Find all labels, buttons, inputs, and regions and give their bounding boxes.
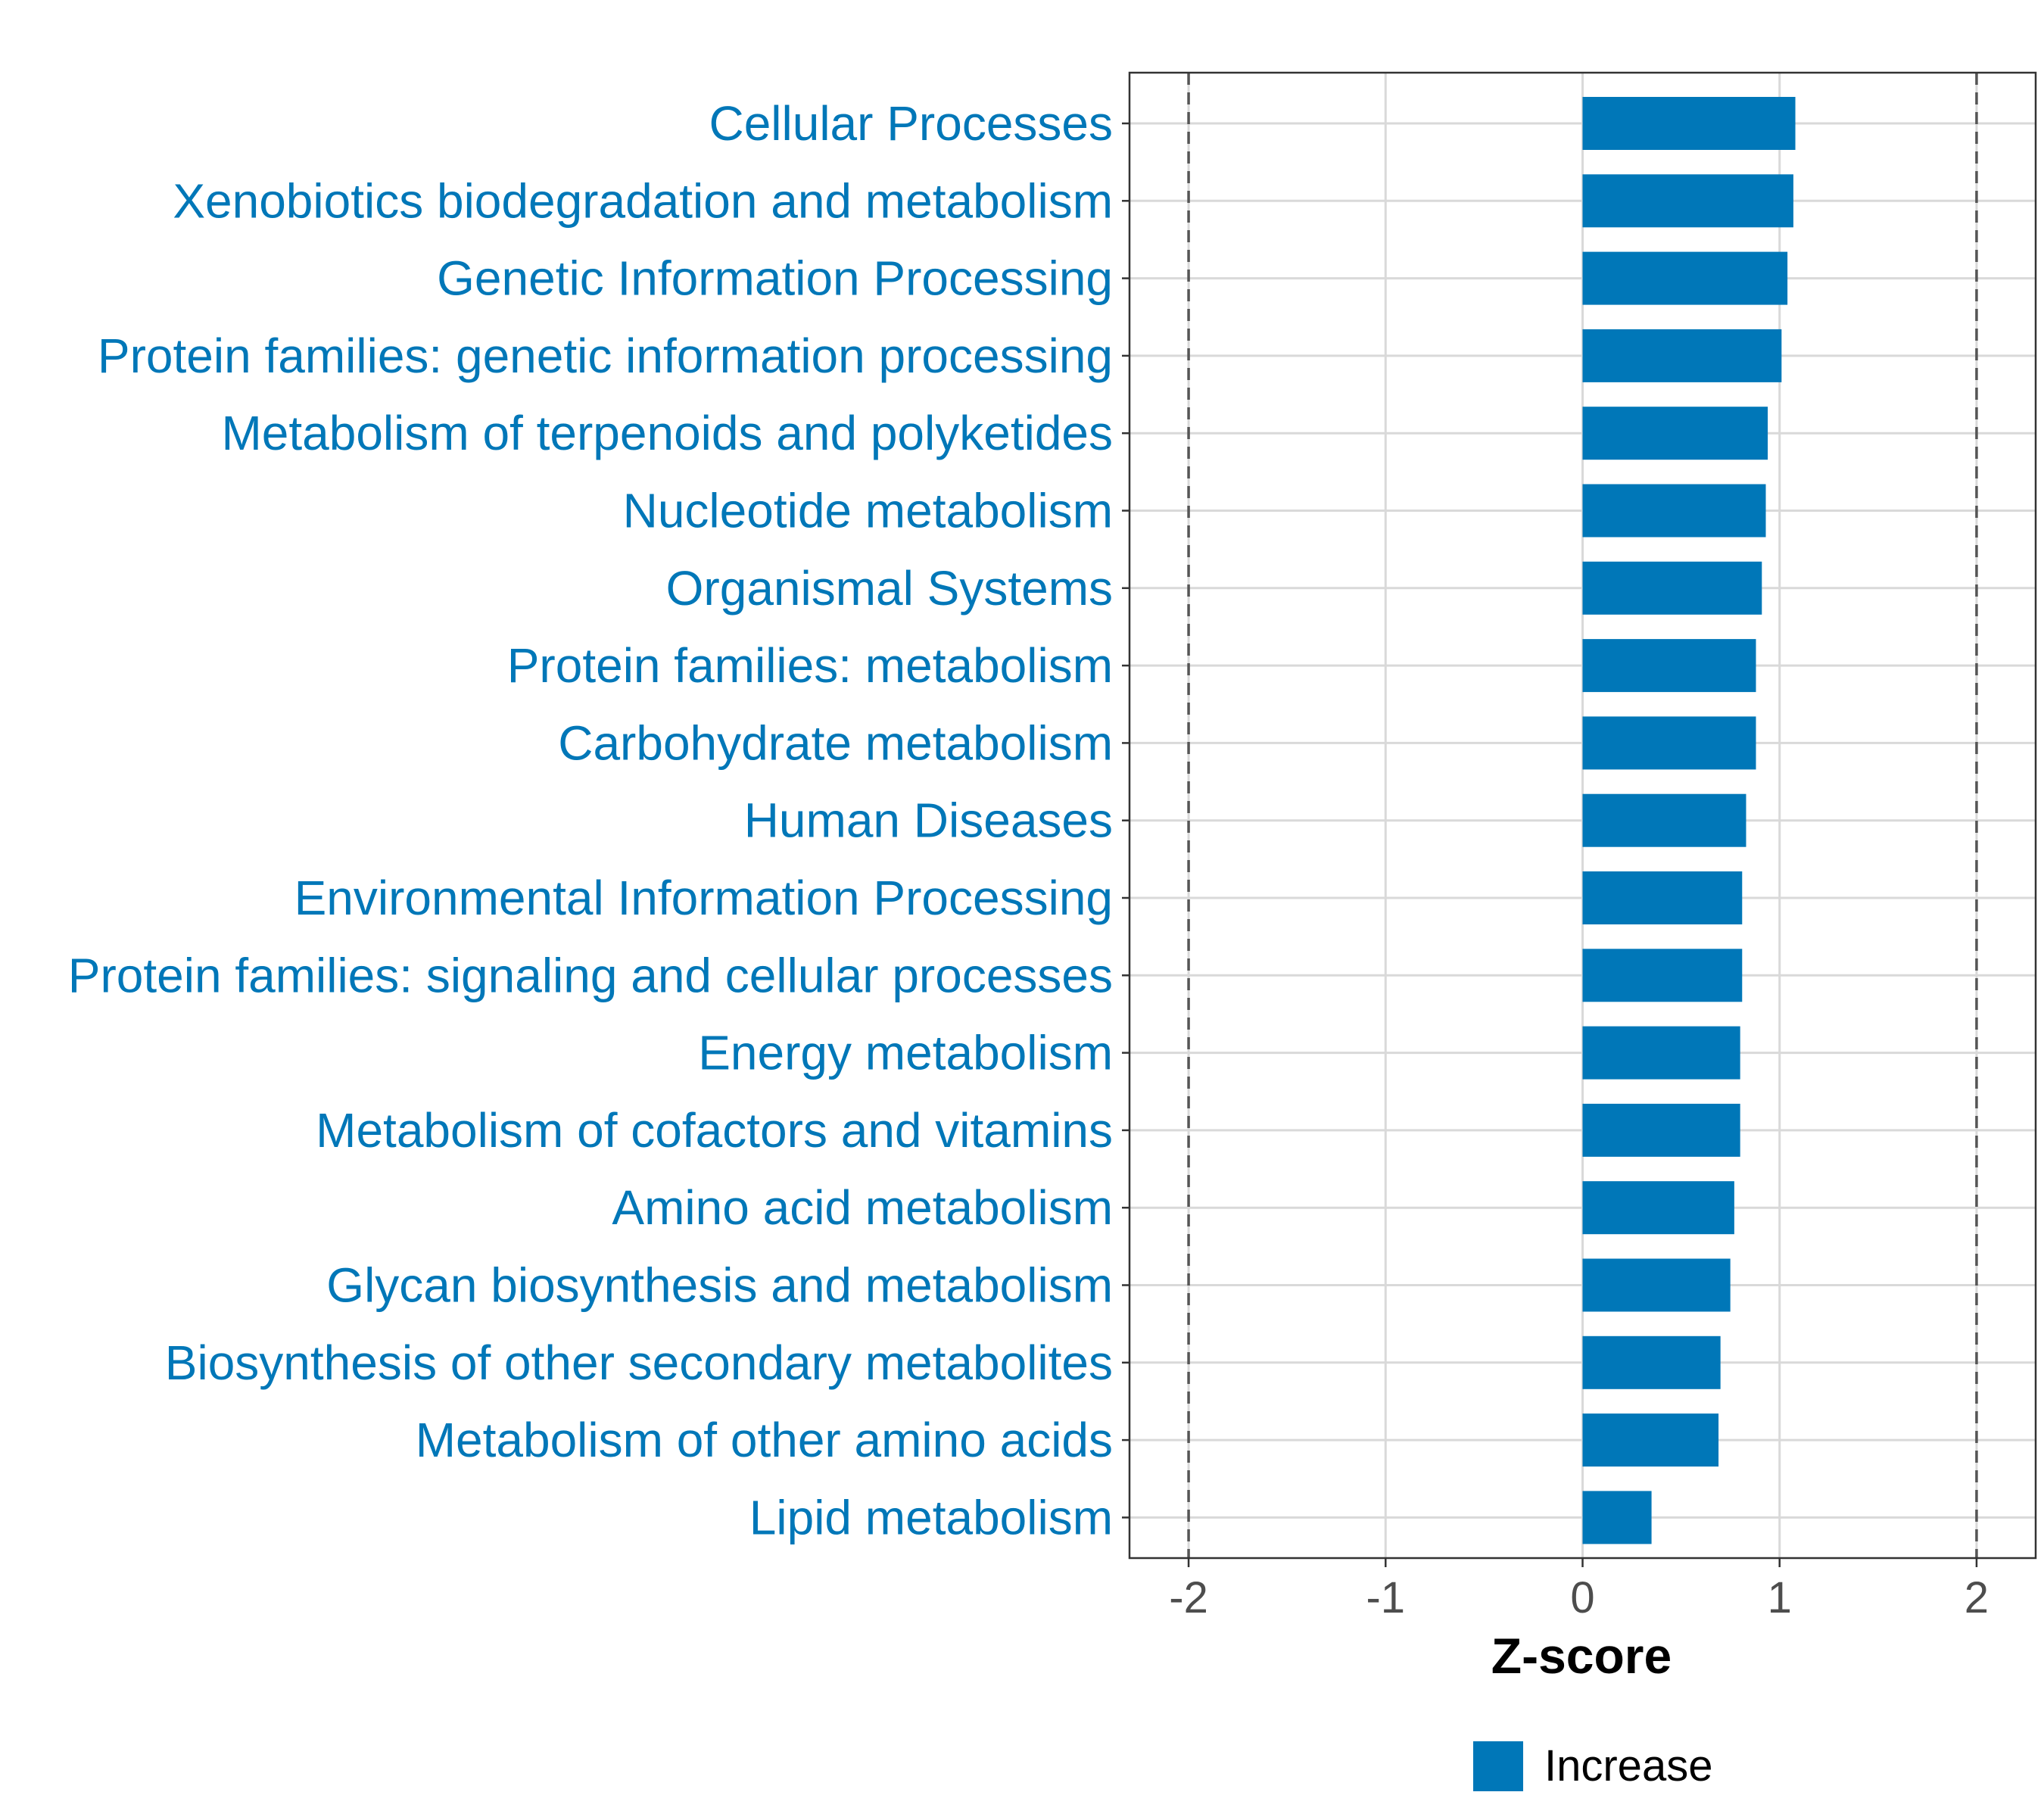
- bar: [1582, 407, 1768, 460]
- bar: [1582, 329, 1782, 382]
- legend-swatch-increase: [1473, 1741, 1523, 1791]
- category-label: Glycan biosynthesis and metabolism: [326, 1258, 1113, 1313]
- legend-label-increase: Increase: [1544, 1741, 1712, 1791]
- category-label: Lipid metabolism: [749, 1490, 1113, 1544]
- category-labels: Cellular Processes Xenobiotics biodegrada…: [68, 96, 1113, 1544]
- category-label: Energy metabolism: [698, 1026, 1113, 1080]
- bar: [1582, 484, 1766, 538]
- x-tick-label: -1: [1366, 1573, 1405, 1622]
- bar: [1582, 561, 1762, 615]
- bar: [1582, 639, 1756, 693]
- category-label: Protein families: metabolism: [507, 638, 1113, 693]
- bar: [1582, 871, 1743, 924]
- x-tick-label: -2: [1169, 1573, 1208, 1622]
- x-axis-ticks: -2 -1 0 1 2: [1169, 1558, 1989, 1622]
- category-label: Cellular Processes: [709, 96, 1113, 151]
- bar: [1582, 97, 1796, 150]
- bar: [1582, 1026, 1740, 1080]
- x-tick-label: 1: [1768, 1573, 1792, 1622]
- bar: [1582, 251, 1788, 305]
- bar-layer: [1582, 97, 1796, 1544]
- legend: Increase: [1473, 1741, 1712, 1791]
- x-tick-label: 2: [1965, 1573, 1989, 1622]
- category-label: Protein families: genetic information pr…: [98, 329, 1113, 383]
- bar: [1582, 949, 1743, 1002]
- category-label: Nucleotide metabolism: [623, 484, 1113, 538]
- threshold-layer: [1187, 73, 1978, 1558]
- x-axis-title: Z-score: [1491, 1628, 1672, 1684]
- bar: [1582, 1181, 1734, 1235]
- y-axis-ticks: [1122, 122, 1129, 1519]
- category-label: Genetic Information Processing: [437, 251, 1113, 306]
- category-label: Organismal Systems: [666, 561, 1113, 616]
- category-label: Biosynthesis of other secondary metaboli…: [165, 1335, 1113, 1390]
- category-label: Amino acid metabolism: [612, 1180, 1113, 1235]
- bar: [1582, 1491, 1652, 1544]
- category-label: Environmental Information Processing: [294, 871, 1113, 925]
- category-label: Carbohydrate metabolism: [558, 715, 1113, 770]
- x-tick-label: 0: [1570, 1573, 1594, 1622]
- bar: [1582, 793, 1746, 847]
- bar: [1582, 716, 1756, 770]
- bar: [1582, 174, 1793, 228]
- category-label: Human Diseases: [744, 793, 1113, 848]
- bar: [1582, 1103, 1740, 1157]
- category-label: Metabolism of other amino acids: [416, 1413, 1113, 1467]
- category-label: Metabolism of terpenoids and polyketides: [221, 406, 1113, 460]
- bar: [1582, 1258, 1731, 1312]
- category-label: Xenobiotics biodegradation and metabolis…: [173, 173, 1113, 228]
- bar: [1582, 1413, 1719, 1467]
- bar: [1582, 1335, 1721, 1389]
- category-label: Metabolism of cofactors and vitamins: [316, 1103, 1113, 1158]
- category-label: Protein families: signaling and cellular…: [68, 948, 1113, 1002]
